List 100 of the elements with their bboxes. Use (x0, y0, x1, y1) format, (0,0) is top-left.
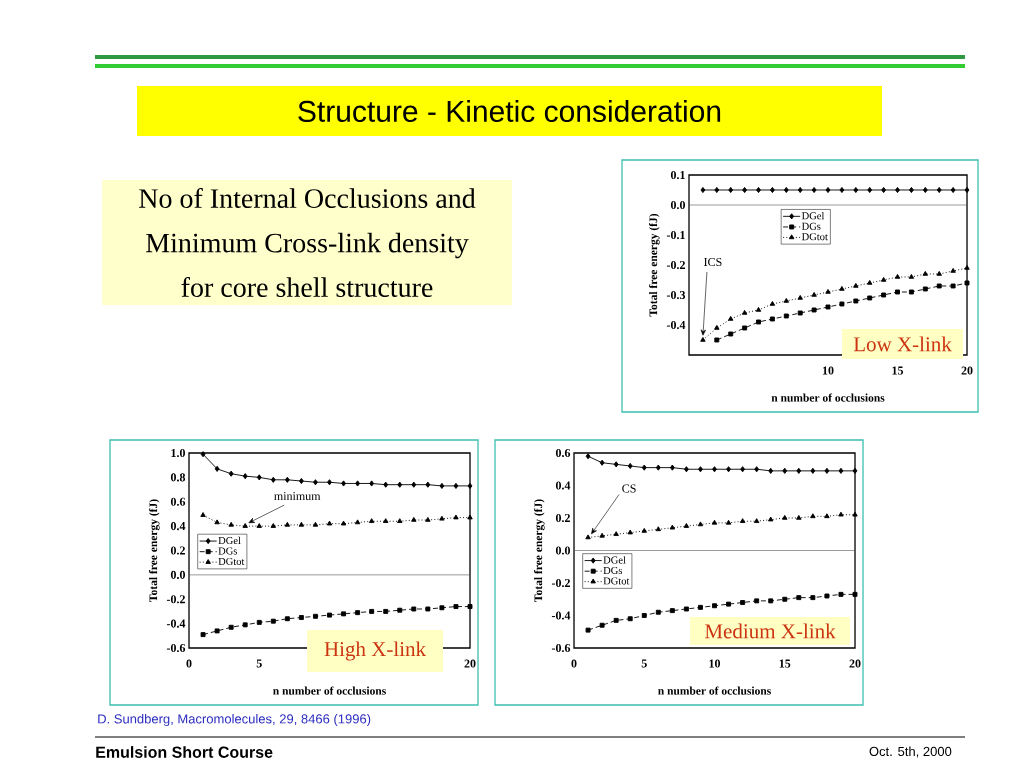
point (270, 618, 276, 624)
point (964, 280, 970, 286)
legend-label: DGel (603, 556, 626, 564)
point (256, 523, 262, 528)
x-tick-label: 20 (961, 366, 973, 375)
point (811, 186, 817, 194)
legend-label: DGel (218, 536, 241, 545)
point (312, 521, 319, 527)
point (852, 511, 858, 517)
legend-label: DGel (801, 211, 825, 220)
x-axis-title: n number of occlusions (273, 686, 386, 695)
point (867, 295, 873, 301)
point (313, 479, 318, 486)
x-tick-label: 10 (822, 366, 834, 375)
point (964, 186, 970, 194)
point (714, 324, 720, 330)
text: Structure - Kinetic consideration (298, 99, 721, 123)
x-tick-label: 15 (892, 366, 904, 375)
point (669, 608, 675, 614)
point (950, 267, 956, 273)
point (453, 514, 459, 520)
point (797, 186, 803, 194)
point (725, 519, 732, 525)
point (627, 616, 633, 622)
point (726, 466, 731, 473)
y-tick-label: -0.1 (666, 230, 685, 240)
point (728, 186, 734, 194)
y-tick-label: -0.4 (551, 611, 571, 620)
point (726, 601, 732, 607)
point (908, 273, 915, 279)
point (783, 297, 790, 303)
point (936, 283, 942, 289)
x-tick-label: 0 (571, 659, 577, 668)
point (453, 482, 459, 489)
point (754, 598, 760, 604)
legend-label: DGs (801, 222, 821, 230)
point (768, 598, 774, 604)
point (936, 186, 942, 194)
point (825, 186, 831, 194)
point (950, 283, 956, 289)
point (327, 612, 332, 618)
point (585, 534, 591, 540)
x-axis-title: n number of occlusions (658, 686, 771, 695)
point (811, 307, 817, 313)
point (753, 518, 760, 523)
point (669, 524, 676, 530)
point (881, 292, 887, 298)
point (740, 466, 746, 473)
x-axis-title: n number of occlusions (771, 393, 885, 402)
point (783, 313, 789, 319)
point (284, 616, 290, 622)
point (838, 511, 844, 517)
y-tick-label: 0.4 (555, 481, 571, 490)
point (700, 336, 706, 342)
point (425, 481, 431, 488)
point (853, 298, 859, 304)
y-tick-label: -0.2 (551, 578, 570, 588)
point (599, 532, 605, 538)
point (298, 615, 304, 620)
point (467, 604, 473, 610)
point (852, 591, 858, 597)
point (369, 480, 375, 487)
y-tick-label: 1.0 (171, 448, 186, 458)
x-tick-label: 15 (779, 659, 791, 668)
point (439, 605, 445, 611)
annotation: CS (622, 484, 636, 493)
point (782, 514, 788, 520)
point (867, 279, 873, 285)
point (327, 479, 332, 486)
point (627, 529, 633, 535)
legend-label: DGs (218, 547, 238, 555)
point (825, 304, 831, 310)
point (711, 519, 718, 525)
point (922, 186, 928, 194)
point (782, 596, 788, 602)
legend-label: DGs (603, 566, 623, 575)
x-tick-label: 0 (186, 659, 192, 668)
point (453, 604, 459, 610)
point (684, 466, 689, 473)
point (242, 523, 248, 528)
point (200, 632, 206, 638)
point (214, 465, 220, 472)
point (397, 607, 403, 613)
point (782, 467, 788, 474)
point (853, 186, 859, 194)
point (326, 520, 333, 526)
point (200, 451, 206, 458)
point (683, 523, 690, 528)
point (797, 294, 803, 300)
point (839, 301, 845, 307)
legend-label: DGtot (801, 233, 828, 241)
point (867, 186, 873, 194)
point (824, 513, 830, 519)
point (641, 613, 647, 618)
point (655, 526, 662, 532)
point (641, 527, 647, 533)
point (270, 476, 276, 483)
point (425, 516, 431, 522)
point (853, 282, 859, 288)
point (256, 474, 262, 481)
